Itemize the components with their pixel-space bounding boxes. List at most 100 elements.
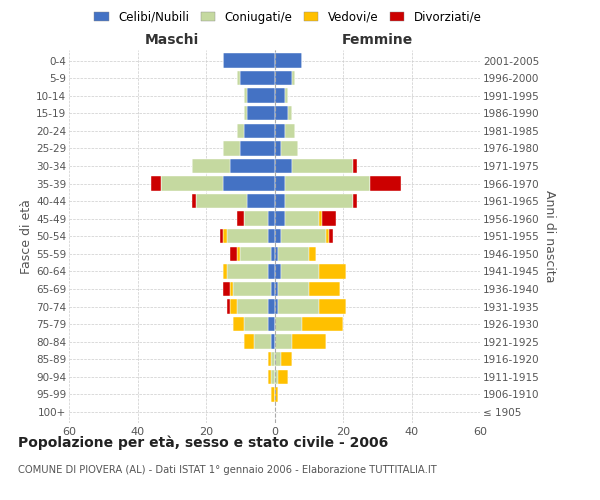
Bar <box>237 246 240 261</box>
Bar <box>275 106 288 120</box>
Bar <box>233 317 244 332</box>
Bar <box>319 264 346 278</box>
Bar <box>275 300 278 314</box>
Bar <box>223 176 275 190</box>
Bar <box>237 212 244 226</box>
Bar <box>254 334 271 349</box>
Bar <box>322 212 336 226</box>
Bar <box>161 176 223 190</box>
Bar <box>196 194 247 208</box>
Bar <box>370 176 401 190</box>
Bar <box>275 194 285 208</box>
Bar <box>230 159 275 173</box>
Bar <box>275 264 281 278</box>
Bar <box>309 282 340 296</box>
Bar <box>223 282 230 296</box>
Bar <box>268 370 271 384</box>
Bar <box>220 229 223 244</box>
Bar <box>275 229 281 244</box>
Bar <box>230 282 233 296</box>
Bar <box>292 71 295 86</box>
Bar <box>268 264 275 278</box>
Bar <box>285 176 370 190</box>
Bar <box>193 159 230 173</box>
Bar <box>275 176 285 190</box>
Bar <box>275 88 285 103</box>
Bar <box>281 141 298 156</box>
Bar <box>247 106 275 120</box>
Bar <box>268 229 275 244</box>
Y-axis label: Fasce di età: Fasce di età <box>20 199 33 274</box>
Bar <box>275 212 285 226</box>
Bar <box>302 317 343 332</box>
Bar <box>223 54 275 68</box>
Bar <box>244 124 275 138</box>
Bar <box>244 317 268 332</box>
Bar <box>309 246 316 261</box>
Bar <box>230 246 237 261</box>
Bar <box>271 352 275 366</box>
Bar <box>247 194 275 208</box>
Bar <box>319 300 346 314</box>
Bar <box>237 300 268 314</box>
Bar <box>268 212 275 226</box>
Y-axis label: Anni di nascita: Anni di nascita <box>543 190 556 282</box>
Bar <box>278 282 309 296</box>
Bar <box>278 246 309 261</box>
Bar <box>268 300 275 314</box>
Bar <box>244 334 254 349</box>
Bar <box>247 88 275 103</box>
Bar <box>281 352 292 366</box>
Bar <box>278 370 288 384</box>
Bar <box>230 300 237 314</box>
Bar <box>244 88 247 103</box>
Bar <box>281 229 326 244</box>
Bar <box>329 229 333 244</box>
Bar <box>268 317 275 332</box>
Bar <box>319 212 322 226</box>
Bar <box>240 71 275 86</box>
Text: Femmine: Femmine <box>341 34 413 48</box>
Bar <box>285 194 353 208</box>
Text: COMUNE DI PIOVERA (AL) - Dati ISTAT 1° gennaio 2006 - Elaborazione TUTTITALIA.IT: COMUNE DI PIOVERA (AL) - Dati ISTAT 1° g… <box>18 465 437 475</box>
Bar <box>227 300 230 314</box>
Bar <box>268 352 271 366</box>
Bar <box>288 106 292 120</box>
Bar <box>240 141 275 156</box>
Bar <box>275 124 285 138</box>
Bar <box>244 212 268 226</box>
Bar <box>223 141 240 156</box>
Bar <box>151 176 161 190</box>
Bar <box>271 246 275 261</box>
Bar <box>275 54 302 68</box>
Bar <box>233 282 271 296</box>
Bar <box>275 352 281 366</box>
Bar <box>275 370 278 384</box>
Bar <box>227 229 268 244</box>
Bar <box>271 282 275 296</box>
Bar <box>223 264 227 278</box>
Text: Popolazione per età, sesso e stato civile - 2006: Popolazione per età, sesso e stato civil… <box>18 435 388 450</box>
Bar <box>275 317 302 332</box>
Bar <box>285 88 288 103</box>
Bar <box>237 124 244 138</box>
Text: Maschi: Maschi <box>145 34 199 48</box>
Bar <box>292 334 326 349</box>
Bar <box>292 159 353 173</box>
Bar <box>353 194 356 208</box>
Bar <box>227 264 268 278</box>
Bar <box>223 229 227 244</box>
Bar <box>275 141 281 156</box>
Bar <box>285 124 295 138</box>
Legend: Celibi/Nubili, Coniugati/e, Vedovi/e, Divorziati/e: Celibi/Nubili, Coniugati/e, Vedovi/e, Di… <box>89 6 487 28</box>
Bar <box>275 71 292 86</box>
Bar <box>271 370 275 384</box>
Bar <box>275 282 278 296</box>
Bar <box>237 71 240 86</box>
Bar <box>271 334 275 349</box>
Bar <box>244 106 247 120</box>
Bar <box>271 387 275 402</box>
Bar <box>275 159 292 173</box>
Bar <box>285 212 319 226</box>
Bar <box>240 246 271 261</box>
